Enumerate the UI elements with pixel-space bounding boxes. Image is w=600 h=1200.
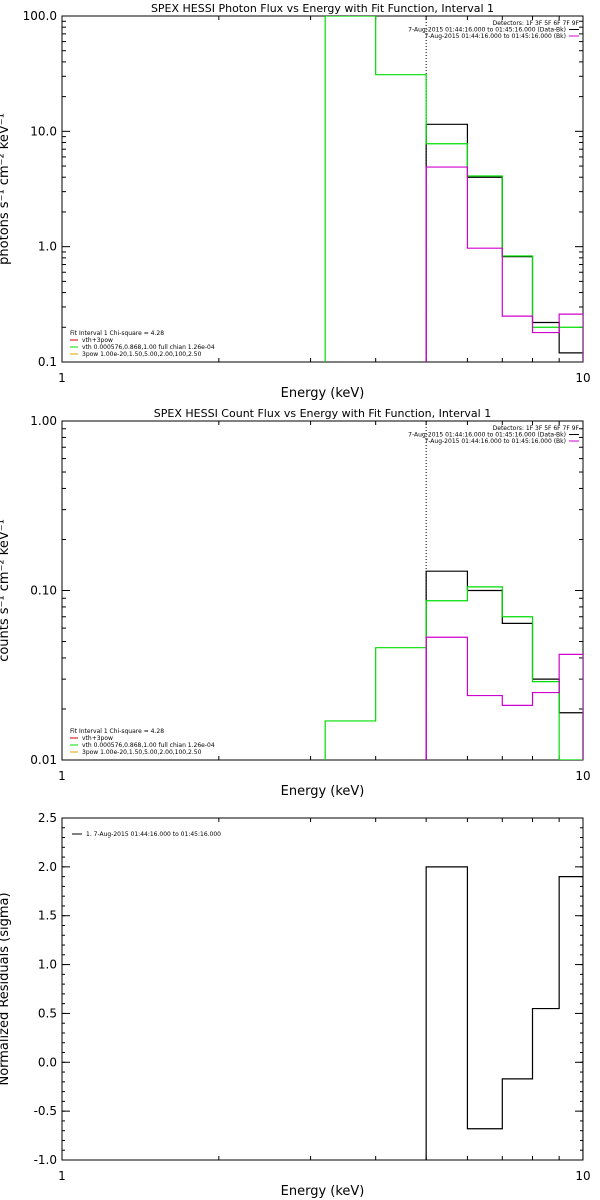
y-tick-label: 1.0 xyxy=(38,958,57,972)
y-tick-label: 1.0 xyxy=(38,240,57,254)
x-tick-label: 10 xyxy=(575,769,590,783)
x-axis-label: Energy (keV) xyxy=(281,386,365,401)
legend-entry: vth 0.000576,0.868,1.00 full chian 1.26e… xyxy=(82,742,215,749)
legend-entry: 3pow 1.00e-20,1.50,5.00,2.00,100,2.50 xyxy=(82,351,202,358)
y-tick-label: 0.1 xyxy=(38,355,57,369)
chart-title: SPEX HESSI Photon Flux vs Energy with Fi… xyxy=(151,2,494,15)
y-tick-label: 1.5 xyxy=(38,909,57,923)
legend-entry: 1. 7-Aug-2015 01:44:16.000 to 01:45:16.0… xyxy=(86,831,221,838)
y-tick-label: 2.5 xyxy=(38,811,57,825)
legend-entry: 7-Aug-2015 01:44:16.000 to 01:45:16.000 … xyxy=(424,33,566,40)
y-tick-label: -0.5 xyxy=(34,1104,57,1118)
series-2-line xyxy=(324,586,583,760)
legend-entry: Fit Interval 1 Chi-square = 4.28 xyxy=(70,330,164,337)
legend-entry: 7-Aug-2015 01:44:16.000 to 01:45:16.000 … xyxy=(408,27,566,34)
legend-entry: Detectors: 1F 3F 5F 6F 7F 9F xyxy=(493,20,580,27)
series-3-line xyxy=(425,166,583,362)
y-axis-label: Normalized Residuals (sigma) xyxy=(0,892,12,1085)
x-tick-label: 1 xyxy=(58,769,66,783)
plot-frame xyxy=(61,15,584,363)
legend-entry: 3pow 1.00e-20,1.50,5.00,2.00,100,2.50 xyxy=(82,749,202,756)
y-tick-label: 0.10 xyxy=(30,584,57,598)
legend-entry: vth 0.000576,0.868,1.00 full chian 1.26e… xyxy=(82,344,215,351)
series-1-line xyxy=(425,570,583,760)
legend-entry: 7-Aug-2015 01:44:16.000 to 01:45:16.000 … xyxy=(424,438,566,445)
legend-entry: 7-Aug-2015 01:44:16.000 to 01:45:16.000 … xyxy=(408,432,566,439)
x-axis-label: Energy (keV) xyxy=(281,784,365,799)
legend-entry: vth+3pow xyxy=(82,337,113,344)
x-tick-label: 1 xyxy=(58,1169,66,1183)
plot-frame xyxy=(61,420,584,761)
chart-title: SPEX HESSI Count Flux vs Energy with Fit… xyxy=(154,407,491,420)
legend-entry: vth+3pow xyxy=(82,735,113,742)
y-tick-label: 0.5 xyxy=(38,1006,57,1020)
chart-1: SPEX HESSI Photon Flux vs Energy with Fi… xyxy=(0,2,591,401)
y-tick-label: 0.01 xyxy=(30,753,57,767)
series-2-line xyxy=(324,16,583,362)
y-tick-label: 10.0 xyxy=(30,124,57,138)
series-3-line xyxy=(425,636,583,760)
y-tick-label: -1.0 xyxy=(34,1153,57,1167)
x-tick-label: 10 xyxy=(575,1169,590,1183)
legend-entry: Detectors: 1F 3F 5F 6F 7F 9F xyxy=(493,425,580,432)
x-tick-label: 10 xyxy=(575,371,590,385)
chart-2: SPEX HESSI Count Flux vs Energy with Fit… xyxy=(0,407,591,799)
y-tick-label: 100.0 xyxy=(23,9,57,23)
x-tick-label: 1 xyxy=(58,371,66,385)
y-tick-label: 1.00 xyxy=(30,414,57,428)
y-axis-label: photons s⁻¹ cm⁻² keV⁻¹ xyxy=(0,113,12,265)
series-1-line xyxy=(425,866,583,1160)
y-tick-label: 0.0 xyxy=(38,1055,57,1069)
plot-frame xyxy=(61,817,584,1161)
series-1-line xyxy=(425,123,583,362)
x-axis-label: Energy (keV) xyxy=(281,1184,365,1199)
legend-entry: Fit Interval 1 Chi-square = 4.28 xyxy=(70,728,164,735)
chart-3: 1 10 Energy (keV) -1.0 -0.5 0.0 0.5 1.0 1.5 2.0 2.… xyxy=(0,811,591,1199)
y-tick-label: 2.0 xyxy=(38,860,57,874)
y-axis-label: counts s⁻¹ cm⁻² keV⁻¹ xyxy=(0,519,12,662)
